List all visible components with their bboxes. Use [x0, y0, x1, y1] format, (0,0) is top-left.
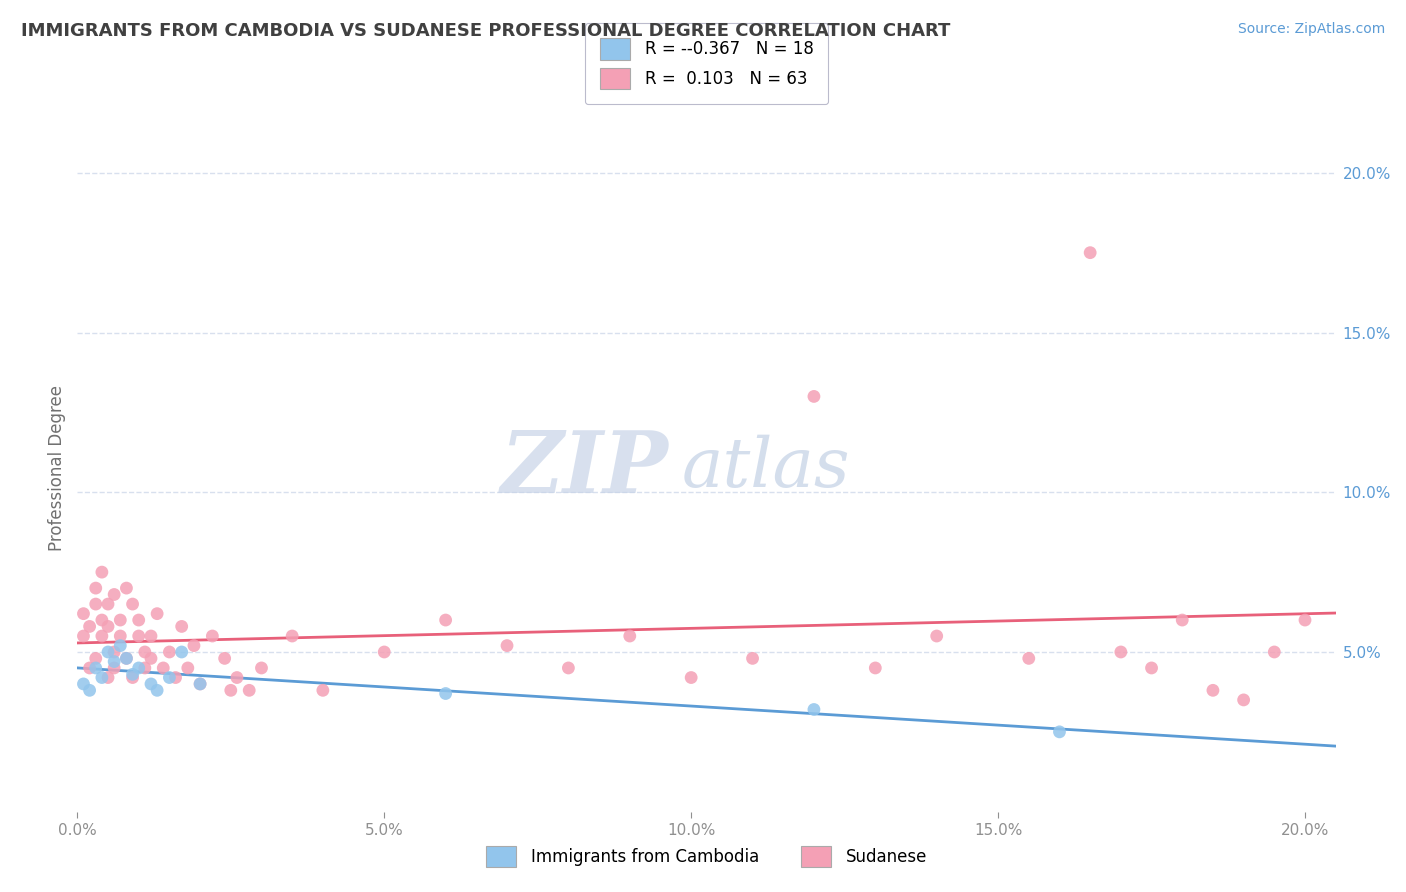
Point: [121, 667, 143, 681]
Text: IMMIGRANTS FROM CAMBODIA VS SUDANESE PROFESSIONAL DEGREE CORRELATION CHART: IMMIGRANTS FROM CAMBODIA VS SUDANESE PRO…: [21, 22, 950, 40]
Point: [226, 671, 249, 685]
Point: [312, 683, 335, 698]
Point: [865, 661, 887, 675]
Point: [115, 581, 138, 595]
Point: [97, 671, 120, 685]
Point: [134, 661, 156, 675]
Point: [90, 613, 112, 627]
Point: [110, 613, 132, 627]
Point: [146, 607, 169, 621]
Point: [90, 671, 112, 685]
Point: [214, 651, 236, 665]
Point: [121, 597, 143, 611]
Point: [165, 671, 187, 685]
Text: atlas: atlas: [682, 435, 849, 501]
Point: [219, 683, 242, 698]
Point: [128, 613, 150, 627]
Point: [152, 661, 174, 675]
Point: [1018, 651, 1040, 665]
Point: [134, 645, 156, 659]
Point: [103, 587, 125, 601]
Point: [110, 639, 132, 653]
Point: [103, 655, 125, 669]
Point: [1171, 613, 1194, 627]
Point: [103, 645, 125, 659]
Point: [201, 629, 224, 643]
Legend: Immigrants from Cambodia, Sudanese: Immigrants from Cambodia, Sudanese: [471, 831, 942, 882]
Point: [619, 629, 641, 643]
Point: [110, 629, 132, 643]
Point: [238, 683, 260, 698]
Point: [803, 389, 825, 403]
Point: [84, 651, 107, 665]
Point: [121, 671, 143, 685]
Point: [496, 639, 519, 653]
Point: [139, 651, 162, 665]
Point: [128, 629, 150, 643]
Point: [90, 565, 112, 579]
Point: [72, 629, 94, 643]
Point: [90, 629, 112, 643]
Point: [1109, 645, 1132, 659]
Point: [72, 607, 94, 621]
Point: [72, 677, 94, 691]
Point: [557, 661, 579, 675]
Point: [157, 671, 180, 685]
Point: [79, 619, 101, 633]
Text: Source: ZipAtlas.com: Source: ZipAtlas.com: [1237, 22, 1385, 37]
Point: [373, 645, 395, 659]
Point: [1233, 693, 1256, 707]
Point: [79, 683, 101, 698]
Text: ZIP: ZIP: [501, 426, 669, 510]
Point: [115, 651, 138, 665]
Y-axis label: Professional Degree: Professional Degree: [48, 385, 66, 551]
Point: [1078, 245, 1101, 260]
Point: [97, 619, 120, 633]
Point: [250, 661, 273, 675]
Point: [1202, 683, 1225, 698]
Point: [139, 677, 162, 691]
Point: [84, 581, 107, 595]
Point: [741, 651, 763, 665]
Point: [84, 597, 107, 611]
Point: [146, 683, 169, 698]
Point: [1294, 613, 1316, 627]
Point: [1140, 661, 1163, 675]
Point: [139, 629, 162, 643]
Point: [681, 671, 703, 685]
Point: [97, 645, 120, 659]
Point: [188, 677, 211, 691]
Point: [103, 661, 125, 675]
Point: [803, 702, 825, 716]
Point: [1263, 645, 1285, 659]
Point: [97, 597, 120, 611]
Point: [128, 661, 150, 675]
Point: [434, 613, 457, 627]
Point: [115, 651, 138, 665]
Point: [183, 639, 205, 653]
Point: [281, 629, 304, 643]
Point: [157, 645, 180, 659]
Point: [170, 645, 193, 659]
Point: [79, 661, 101, 675]
Point: [177, 661, 200, 675]
Point: [434, 686, 457, 700]
Point: [1049, 724, 1071, 739]
Point: [84, 661, 107, 675]
Point: [925, 629, 948, 643]
Point: [170, 619, 193, 633]
Point: [188, 677, 211, 691]
